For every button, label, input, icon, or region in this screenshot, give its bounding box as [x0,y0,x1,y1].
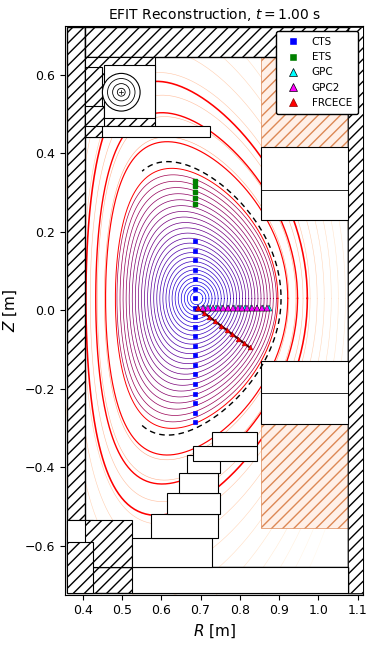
Bar [67,520,93,544]
Bar [179,473,218,493]
Bar [187,455,220,473]
Bar [262,57,348,147]
Title: EFIT Reconstruction, $t = 1.00$ s: EFIT Reconstruction, $t = 1.00$ s [108,6,321,23]
Bar [167,493,220,514]
Bar [85,125,210,138]
Bar [85,567,348,593]
Bar [262,361,348,424]
Bar [67,542,93,593]
Bar [152,514,218,538]
Circle shape [103,74,140,111]
Bar [262,147,348,220]
X-axis label: $R$ [m]: $R$ [m] [193,623,236,640]
Bar [348,28,364,593]
Bar [85,520,132,567]
Polygon shape [85,106,104,125]
Bar [104,65,156,118]
Bar [67,28,85,593]
Bar [348,28,364,593]
Bar [67,520,85,567]
Bar [212,432,258,446]
Bar [85,67,103,138]
Y-axis label: $Z$ [m]: $Z$ [m] [2,289,20,331]
Legend: CTS, ETS, GPC, GPC2, FRCECE: CTS, ETS, GPC, GPC2, FRCECE [276,31,358,114]
Bar [85,28,348,57]
Bar [85,57,156,125]
Bar [193,446,258,461]
Bar [132,538,212,567]
Bar [132,567,348,593]
Bar [262,424,348,528]
Bar [348,28,364,593]
